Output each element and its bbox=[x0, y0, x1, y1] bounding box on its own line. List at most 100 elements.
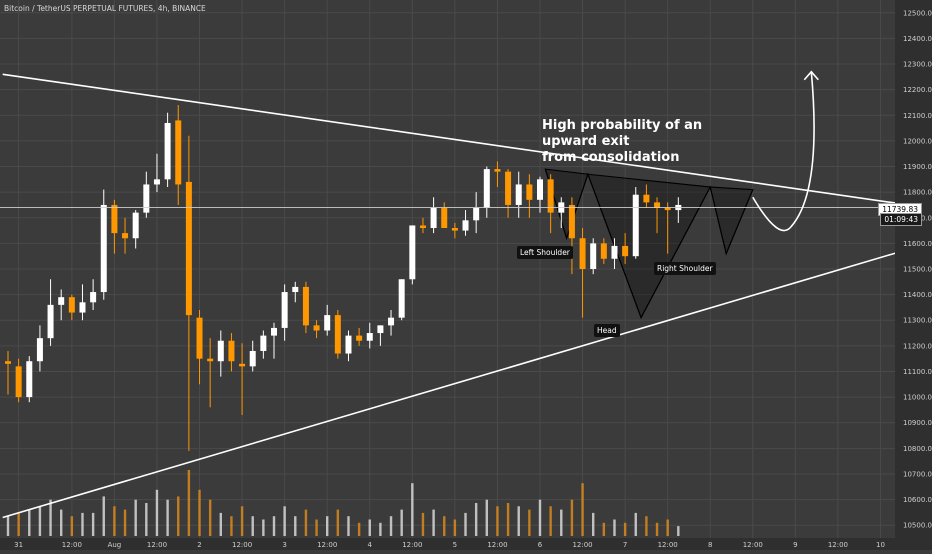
volume-bar bbox=[645, 516, 648, 536]
annotation-line-2: from consolidation bbox=[542, 150, 680, 165]
candle-down bbox=[441, 207, 448, 229]
volume-bar bbox=[326, 516, 329, 536]
price-tick-label: 10900.00 bbox=[903, 419, 932, 427]
candle-up bbox=[388, 317, 395, 326]
candle-up bbox=[611, 245, 618, 259]
descending-resistance-line bbox=[2, 73, 932, 210]
annotation-text[interactable]: High probability of an upward exit from … bbox=[542, 118, 752, 166]
volume-bar bbox=[113, 506, 116, 536]
candle-up bbox=[100, 204, 107, 293]
price-tick-label: 12300.00 bbox=[903, 61, 932, 69]
candle-up bbox=[345, 335, 352, 354]
candle-down bbox=[494, 169, 501, 172]
candle-down bbox=[505, 171, 512, 205]
time-tick-label: 12:00 bbox=[62, 541, 82, 549]
candle-up bbox=[132, 212, 139, 239]
candle-up bbox=[292, 286, 299, 293]
volume-bar bbox=[208, 499, 212, 536]
left-shoulder-label: Left Shoulder bbox=[517, 246, 573, 259]
time-tick-label: 12:00 bbox=[658, 541, 678, 549]
volume-bar bbox=[240, 506, 244, 536]
head-label: Head bbox=[594, 324, 620, 337]
volume-bar bbox=[496, 506, 499, 536]
candle-up bbox=[47, 304, 54, 339]
volume-bar bbox=[187, 470, 191, 536]
volume-bar bbox=[251, 516, 254, 536]
candle-up bbox=[271, 327, 277, 336]
candle-down bbox=[526, 184, 533, 200]
volume-bar bbox=[464, 512, 467, 536]
volume-bars bbox=[6, 470, 680, 536]
candle-down bbox=[568, 204, 575, 239]
volume-bar bbox=[70, 516, 74, 536]
candle-down bbox=[302, 286, 309, 326]
volume-bar bbox=[230, 516, 233, 536]
candle-down bbox=[334, 315, 341, 354]
volume-bar bbox=[272, 516, 276, 536]
candle-down bbox=[175, 120, 182, 185]
volume-bar bbox=[177, 496, 180, 536]
time-tick-label: 3 bbox=[282, 541, 286, 549]
volume-bar bbox=[219, 512, 222, 536]
projection-arrowhead bbox=[803, 70, 819, 81]
candle-down bbox=[579, 238, 586, 269]
price-tick-label: 11300.00 bbox=[903, 317, 932, 325]
price-tick-label: 10500.00 bbox=[903, 522, 932, 530]
candle-up bbox=[26, 361, 33, 398]
candle-down bbox=[122, 233, 129, 239]
volume-bar bbox=[560, 509, 563, 536]
candle-down bbox=[239, 363, 246, 367]
volume-bar bbox=[134, 499, 137, 536]
candle-up bbox=[79, 302, 86, 313]
time-tick-label: 12:00 bbox=[828, 541, 848, 549]
trendlines[interactable] bbox=[0, 70, 932, 519]
volume-bar bbox=[592, 512, 595, 536]
time-tick-label: 8 bbox=[708, 541, 712, 549]
price-tick-label: 12500.00 bbox=[903, 9, 932, 17]
price-tick-label: 11600.00 bbox=[903, 240, 932, 248]
candle-up bbox=[398, 279, 405, 318]
candle-up bbox=[590, 243, 597, 269]
time-tick-label: 12:00 bbox=[232, 541, 252, 549]
price-tick-label: 11400.00 bbox=[903, 291, 932, 299]
candle-up bbox=[409, 225, 416, 280]
volume-bar bbox=[304, 509, 308, 536]
candle-down bbox=[664, 207, 671, 211]
volume-bar bbox=[623, 522, 627, 536]
candle-up bbox=[377, 325, 384, 334]
volume-bar bbox=[145, 503, 148, 536]
time-tick-label: 5 bbox=[453, 541, 457, 549]
time-tick-label: 12:00 bbox=[402, 541, 422, 549]
time-tick-label: 2 bbox=[197, 541, 201, 549]
candle-down bbox=[228, 340, 235, 362]
volume-bar bbox=[166, 499, 169, 536]
price-tick-label: 11000.00 bbox=[903, 394, 932, 402]
candle-up bbox=[537, 179, 543, 200]
volume-bar bbox=[91, 512, 95, 536]
price-tick-label: 12100.00 bbox=[903, 112, 932, 120]
volume-bar bbox=[315, 519, 318, 536]
volume-bar bbox=[379, 522, 382, 536]
candle-up bbox=[366, 333, 373, 341]
price-tick-label: 12000.00 bbox=[903, 137, 932, 145]
right-shoulder-label: Right Shoulder bbox=[654, 262, 716, 275]
candle-down bbox=[313, 325, 320, 331]
volume-bar bbox=[102, 496, 105, 536]
time-tick-label: 12:00 bbox=[743, 541, 763, 549]
price-tick-label: 10700.00 bbox=[903, 470, 932, 478]
candle-up bbox=[483, 169, 490, 208]
candle-up bbox=[90, 292, 97, 303]
volume-bar bbox=[506, 503, 510, 536]
time-tick-label: 7 bbox=[623, 541, 627, 549]
volume-bar bbox=[6, 516, 10, 536]
candle-up bbox=[260, 335, 267, 351]
volume-bar bbox=[538, 499, 542, 536]
volume-bar bbox=[49, 499, 52, 536]
volume-bar bbox=[389, 516, 393, 536]
candle-down bbox=[111, 204, 118, 234]
price-tick-label: 11100.00 bbox=[903, 368, 932, 376]
volume-bar bbox=[368, 519, 371, 536]
